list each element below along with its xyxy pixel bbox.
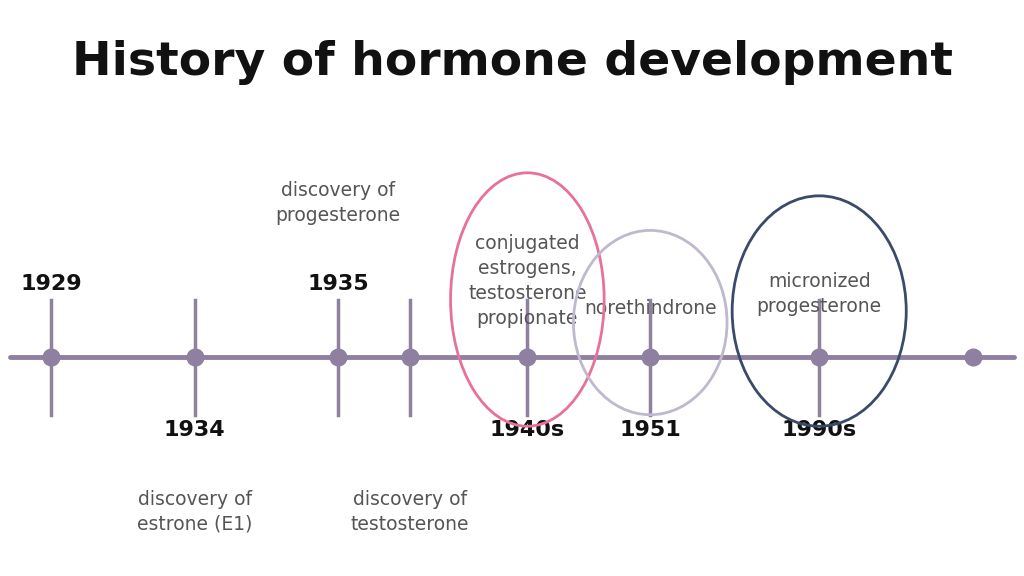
Text: 1929: 1929	[20, 274, 82, 294]
Text: History of hormone development: History of hormone development	[72, 40, 952, 85]
Text: discovery of
estrone (E1): discovery of estrone (E1)	[137, 490, 252, 533]
Text: conjugated
estrogens,
testosterone
propionate: conjugated estrogens, testosterone propi…	[468, 233, 587, 328]
Text: discovery of
progesterone: discovery of progesterone	[275, 181, 400, 225]
Text: 1940s: 1940s	[489, 420, 565, 441]
Text: norethindrone: norethindrone	[584, 300, 717, 318]
Text: micronized
progesterone: micronized progesterone	[757, 272, 882, 316]
Text: 1935: 1935	[307, 274, 369, 294]
Text: 1990s: 1990s	[781, 420, 857, 441]
Text: 1934: 1934	[164, 420, 225, 441]
Text: discovery of
testosterone: discovery of testosterone	[350, 490, 469, 533]
Text: 1951: 1951	[620, 420, 681, 441]
